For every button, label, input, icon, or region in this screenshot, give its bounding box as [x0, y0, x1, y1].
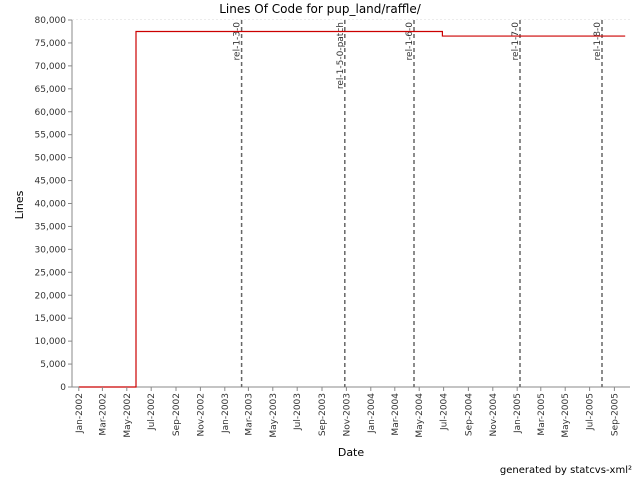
x-tick-label: Sep-2005 — [610, 393, 620, 436]
y-tick-label: 55,000 — [35, 131, 67, 141]
y-tick-label: 0 — [60, 383, 66, 393]
y-tick-label: 30,000 — [35, 245, 67, 255]
y-tick-label: 45,000 — [35, 177, 67, 187]
x-tick-label: Jul-2005 — [586, 393, 596, 431]
x-tick-label: Jan-2002 — [75, 393, 85, 434]
x-tick-label: Jan-2005 — [513, 393, 523, 434]
y-tick-label: 40,000 — [35, 200, 67, 210]
x-tick-label: Jul-2004 — [440, 393, 450, 431]
x-tick-label: Nov-2002 — [196, 393, 206, 436]
x-tick-label: Jan-2004 — [367, 393, 377, 434]
x-tick-label: Nov-2004 — [489, 393, 499, 437]
x-tick-label: Nov-2003 — [342, 393, 352, 436]
y-tick-label: 35,000 — [35, 222, 67, 232]
y-tick-label: 60,000 — [35, 108, 67, 118]
y-tick-label: 25,000 — [35, 268, 67, 278]
x-tick-label: Jul-2003 — [293, 393, 303, 431]
x-tick-label: May-2002 — [123, 393, 133, 438]
plot-area — [71, 20, 630, 388]
x-tick-label: May-2003 — [269, 393, 279, 438]
x-tick-label: May-2004 — [415, 393, 425, 438]
release-label: rel-1-7-0 — [511, 22, 521, 61]
release-label: rel-1-6-0 — [405, 22, 415, 61]
y-tick-label: 10,000 — [35, 337, 67, 347]
x-tick-label: Sep-2002 — [172, 393, 182, 436]
generator-credit: generated by statcvs-xml² — [499, 465, 632, 476]
x-tick-label: May-2005 — [561, 393, 571, 438]
release-label: rel-1-3-0 — [233, 22, 243, 61]
y-tick-label: 75,000 — [35, 39, 67, 49]
x-tick-label: Mar-2002 — [98, 393, 108, 436]
chart-title: Lines Of Code for pup_land/raffle/ — [219, 2, 421, 16]
y-axis-ticks: 0 5,000 10,000 15,000 20,000 25,000 30,000 35,0… — [35, 16, 72, 393]
x-axis-ticks: Jan-2002 Mar-2002 May-2002 Jul-2002 Sep-2002… — [75, 387, 620, 438]
y-tick-label: 15,000 — [35, 314, 67, 324]
y-axis-label: Lines — [13, 190, 26, 219]
plot-background — [72, 20, 630, 387]
x-tick-label: Sep-2003 — [318, 393, 328, 436]
x-tick-label: Mar-2005 — [537, 393, 547, 436]
x-tick-label: Jan-2003 — [221, 393, 231, 434]
release-label: rel-1-5-0-patch — [336, 22, 346, 89]
release-label: rel-1-8-0 — [593, 22, 603, 61]
y-tick-label: 5,000 — [40, 360, 66, 370]
x-tick-label: Jul-2002 — [147, 393, 157, 431]
x-axis-label: Date — [338, 446, 365, 459]
y-tick-label: 20,000 — [35, 291, 67, 301]
x-tick-label: Mar-2004 — [391, 393, 401, 436]
y-tick-label: 80,000 — [35, 16, 67, 26]
y-tick-label: 50,000 — [35, 154, 67, 164]
y-tick-label: 70,000 — [35, 62, 67, 72]
x-tick-label: Sep-2004 — [464, 393, 474, 436]
release-tags: rel-1-3-0 rel-1-5-0-patch rel-1-6-0 rel-1-7… — [233, 20, 603, 387]
y-tick-label: 65,000 — [35, 85, 67, 95]
x-tick-label: Mar-2003 — [244, 393, 254, 436]
